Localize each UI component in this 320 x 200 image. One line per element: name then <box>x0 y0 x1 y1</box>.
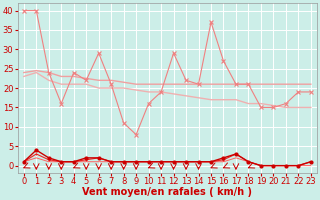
X-axis label: Vent moyen/en rafales ( km/h ): Vent moyen/en rafales ( km/h ) <box>82 187 252 197</box>
